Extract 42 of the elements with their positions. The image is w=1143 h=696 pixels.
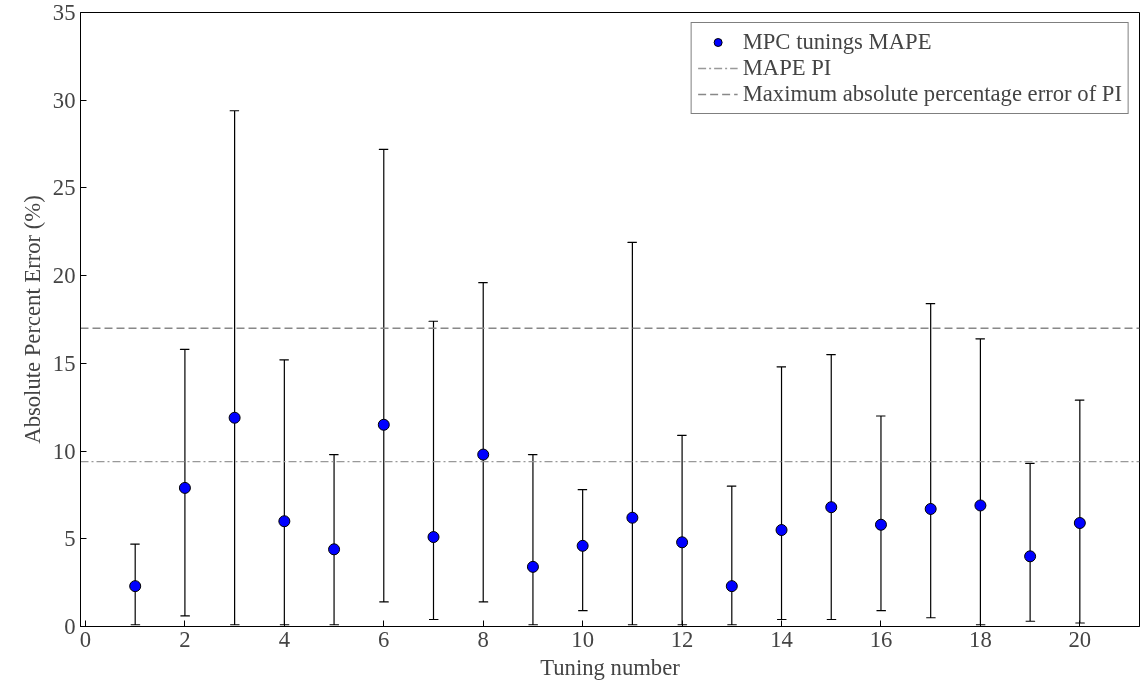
- point: [427, 531, 440, 544]
- y-tick-label: 30: [52, 87, 76, 113]
- x-tick-label: 4: [278, 626, 291, 652]
- point: [228, 411, 241, 424]
- point: [129, 580, 142, 593]
- y-tick-label: 20: [52, 263, 76, 289]
- point: [676, 536, 689, 549]
- x-tick-label: 16: [869, 626, 893, 652]
- y-tick-label: 25: [52, 175, 76, 201]
- y-tick-label: 10: [52, 438, 76, 464]
- legend-label: MAPE PI: [742, 55, 832, 81]
- point: [924, 502, 937, 515]
- x-axis-title: Tuning number: [540, 654, 681, 680]
- y-tick-label: 5: [64, 526, 76, 552]
- point: [825, 501, 838, 514]
- x-tick-label: 6: [378, 626, 390, 652]
- point: [725, 580, 738, 593]
- point: [328, 543, 341, 556]
- x-tick-label: 18: [969, 626, 992, 652]
- x-tick-label: 8: [477, 626, 489, 652]
- point: [1024, 550, 1037, 563]
- point: [178, 481, 191, 494]
- x-tick-label: 2: [179, 626, 191, 652]
- point: [775, 524, 788, 536]
- x-tick-label: 12: [670, 626, 694, 652]
- y-axis-title: Absolute Percent Error (%): [19, 195, 45, 444]
- point: [626, 511, 639, 524]
- point: [874, 518, 887, 531]
- point: [377, 418, 390, 431]
- point: [576, 539, 589, 552]
- x-tick-label: 20: [1068, 626, 1092, 652]
- point: [278, 515, 291, 528]
- legend-label: Maximum absolute percentage error of PI: [742, 81, 1122, 107]
- y-tick-label: 15: [52, 350, 76, 376]
- point: [477, 448, 490, 461]
- x-tick-label: 14: [770, 626, 793, 652]
- point: [526, 560, 539, 573]
- point: [1073, 517, 1086, 529]
- x-tick-label: 10: [571, 626, 594, 652]
- y-tick-label: 35: [52, 0, 76, 25]
- point: [974, 499, 987, 512]
- legend-label: MPC tunings MAPE: [742, 29, 932, 55]
